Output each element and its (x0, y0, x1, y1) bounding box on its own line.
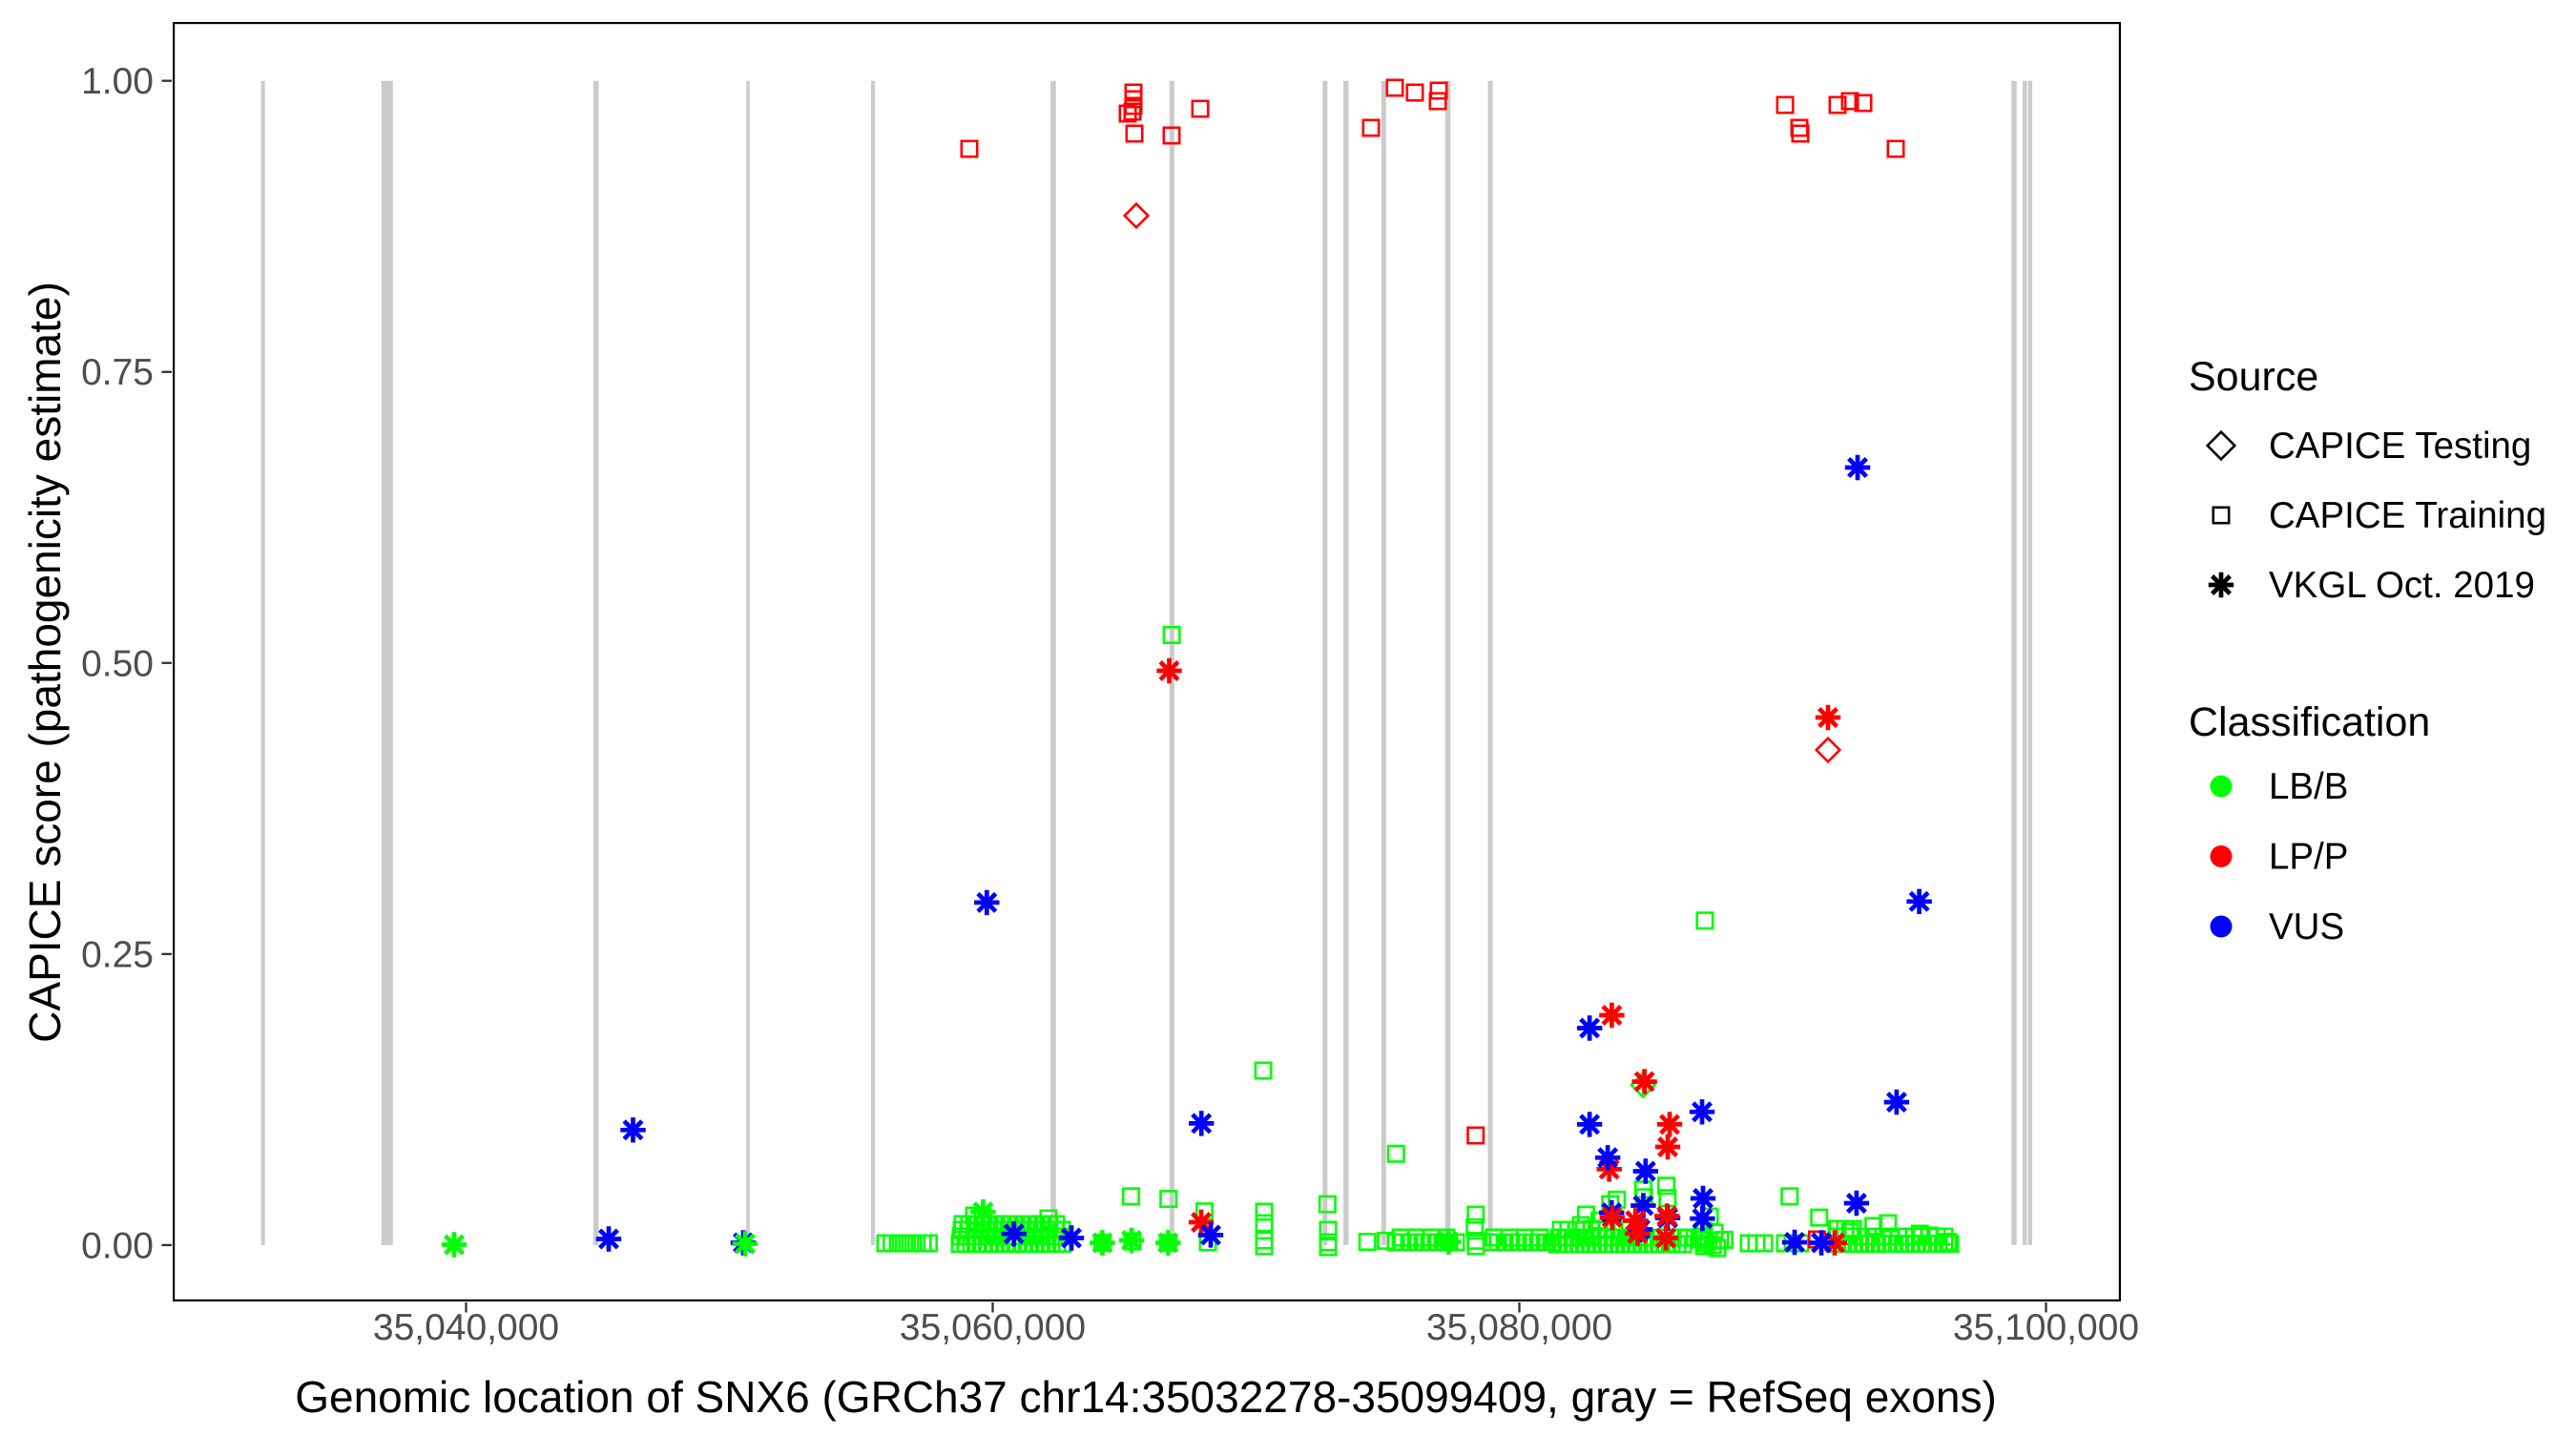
svg-text:LB/B: LB/B (2269, 766, 2348, 807)
svg-text:0.25: 0.25 (81, 934, 154, 975)
svg-text:35,080,000: 35,080,000 (1426, 1307, 1612, 1348)
svg-text:1.00: 1.00 (81, 61, 154, 102)
svg-text:Classification: Classification (2189, 699, 2430, 745)
svg-text:VKGL Oct. 2019: VKGL Oct. 2019 (2269, 565, 2535, 606)
svg-text:LP/P: LP/P (2269, 837, 2348, 878)
svg-text:CAPICE Testing: CAPICE Testing (2269, 426, 2531, 467)
svg-text:35,100,000: 35,100,000 (1953, 1307, 2139, 1348)
svg-text:CAPICE Training: CAPICE Training (2269, 495, 2546, 536)
svg-text:Source: Source (2189, 354, 2318, 400)
svg-text:35,040,000: 35,040,000 (373, 1307, 559, 1348)
svg-text:CAPICE score (pathogenicity es: CAPICE score (pathogenicity estimate) (20, 281, 70, 1043)
svg-text:0.50: 0.50 (81, 643, 154, 684)
svg-text:0.75: 0.75 (81, 352, 154, 393)
svg-text:VUS: VUS (2269, 906, 2344, 947)
svg-text:0.00: 0.00 (81, 1225, 154, 1266)
svg-text:35,060,000: 35,060,000 (900, 1307, 1086, 1348)
svg-text:Genomic location of SNX6 (GRCh: Genomic location of SNX6 (GRCh37 chr14:3… (295, 1372, 1997, 1422)
